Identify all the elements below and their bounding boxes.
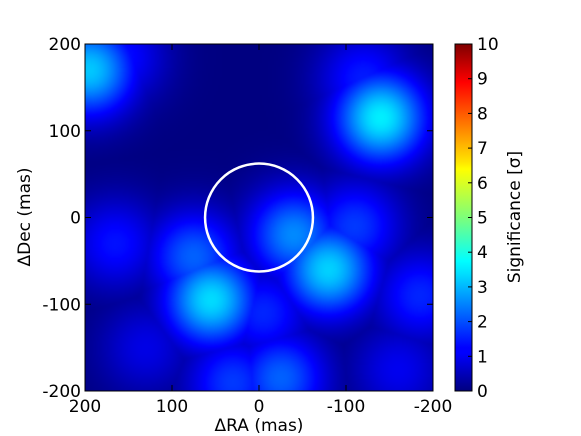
colorbar-tick-label: 6: [477, 174, 488, 194]
x-tick-label: -200: [414, 397, 453, 417]
y-tick-label: 0: [70, 209, 81, 229]
x-tick-label: -100: [327, 397, 366, 417]
y-tick-label: 200: [49, 35, 81, 55]
y-tick-label: 100: [49, 122, 81, 142]
colorbar-tick-label: 4: [477, 243, 488, 263]
x-tick-label: 0: [254, 397, 265, 417]
colorbar-tick-label: 10: [477, 35, 499, 55]
colorbar-tick-label: 5: [477, 209, 488, 229]
colorbar-tick-label: 9: [477, 70, 488, 90]
x-tick-label: 200: [69, 397, 101, 417]
x-tick-label: 100: [156, 397, 188, 417]
colorbar-tick-label: 2: [477, 313, 488, 333]
colorbar-tick-label: 8: [477, 104, 488, 124]
colorbar-tick-label: 0: [477, 382, 488, 402]
y-tick-label: -200: [42, 382, 81, 402]
colorbar-label: Significance [σ]: [505, 151, 525, 283]
y-tick-label: -100: [42, 295, 81, 315]
x-axis-label: ΔRA (mas): [215, 416, 304, 436]
x-axis-ticks: 200 100 0 -100 -200: [69, 44, 453, 417]
colorbar-tick-label: 7: [477, 139, 488, 159]
colorbar-tick-label: 1: [477, 347, 488, 367]
plot-area: [85, 44, 433, 391]
heatmap-image: [85, 44, 433, 391]
colorbar-tick-label: 3: [477, 278, 488, 298]
masked-circle: [203, 162, 315, 273]
y-axis-label: ΔDec (mas): [15, 167, 35, 266]
y-axis-ticks: 200 100 0 -100 -200: [42, 35, 433, 402]
